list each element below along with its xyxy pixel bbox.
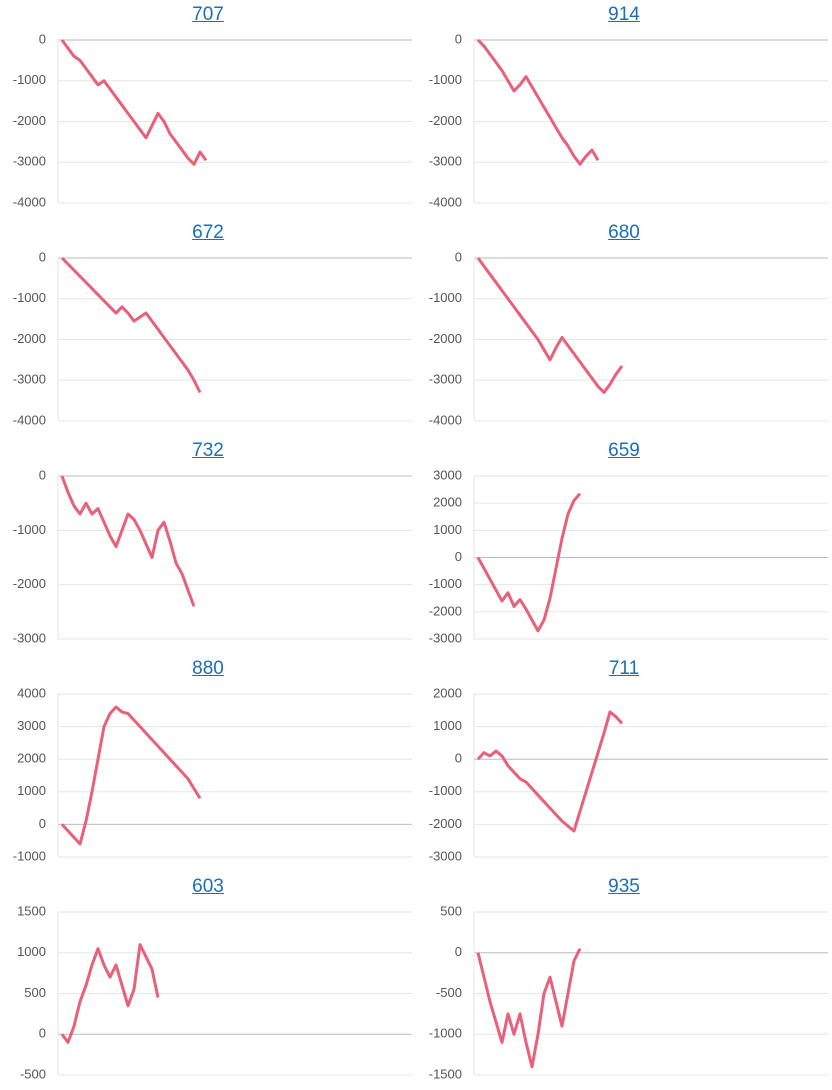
- y-tick-label: 0: [455, 751, 462, 766]
- y-tick-label: -2000: [429, 603, 462, 618]
- y-tick-label: -1500: [429, 1066, 462, 1081]
- y-tick-label: 0: [455, 249, 462, 264]
- y-tick-label: 2000: [17, 751, 46, 766]
- y-tick-label: 3000: [433, 467, 462, 482]
- y-tick-label: 0: [39, 467, 46, 482]
- y-tick-label: 1000: [433, 522, 462, 537]
- y-tick-label: 500: [440, 903, 462, 918]
- data-line: [60, 475, 196, 607]
- y-tick-label: -2000: [13, 576, 46, 591]
- y-tick-label: -1000: [429, 576, 462, 591]
- y-tick-label: -2000: [13, 113, 46, 128]
- y-tick-label: -2000: [429, 331, 462, 346]
- data-line: [476, 38, 600, 166]
- y-tick-label: 0: [39, 249, 46, 264]
- y-tick-label: -1000: [13, 290, 46, 305]
- chart: -4000 -3000 -2000 -1000 0: [429, 31, 828, 209]
- y-tick-label: 3000: [17, 718, 46, 733]
- y-tick-label: -3000: [429, 372, 462, 387]
- chart-cell: -4000 -3000 -2000 -1000 0 672: [0, 218, 416, 436]
- chart-cell: -4000 -3000 -2000 -1000 0 680: [416, 218, 832, 436]
- chart-cell: -3000 -2000 -1000 0 1000 2000 711: [416, 654, 832, 872]
- y-tick-label: -1000: [13, 848, 46, 863]
- chart-title-link[interactable]: 672: [192, 222, 224, 243]
- chart-title-link[interactable]: 914: [608, 4, 640, 25]
- y-tick-label: -3000: [13, 372, 46, 387]
- y-tick-label: -3000: [13, 154, 46, 169]
- y-tick-label: 2000: [433, 685, 462, 700]
- y-tick-label: -3000: [429, 848, 462, 863]
- y-tick-label: -3000: [429, 630, 462, 645]
- chart-title-link[interactable]: 680: [608, 222, 640, 243]
- y-tick-label: -1000: [13, 522, 46, 537]
- y-tick-label: -1000: [429, 783, 462, 798]
- y-tick-label: 0: [39, 1026, 46, 1041]
- y-tick-label: -3000: [429, 154, 462, 169]
- y-tick-label: -4000: [13, 194, 46, 209]
- chart-title-link[interactable]: 935: [608, 876, 640, 897]
- y-tick-label: -500: [436, 985, 462, 1000]
- y-tick-label: -1000: [429, 290, 462, 305]
- y-tick-label: -2000: [429, 113, 462, 128]
- data-line: [60, 943, 160, 1044]
- y-tick-label: -4000: [429, 412, 462, 427]
- chart: -1000 0 1000 2000 3000 4000: [13, 685, 412, 863]
- chart: -1500 -1000 -500 0 500: [429, 903, 828, 1081]
- y-tick-label: -2000: [13, 331, 46, 346]
- y-tick-label: 0: [455, 549, 462, 564]
- y-tick-label: -3000: [13, 630, 46, 645]
- y-tick-label: 0: [455, 31, 462, 46]
- chart: -500 0 500 1000 1500: [17, 903, 412, 1081]
- y-tick-label: -1000: [429, 72, 462, 87]
- chart-cell: -3000 -2000 -1000 0 732: [0, 436, 416, 654]
- chart-cell: -3000 -2000 -1000 0 1000 2000 3000 659: [416, 436, 832, 654]
- chart-title-link[interactable]: 880: [192, 658, 224, 679]
- chart-title-link[interactable]: 707: [192, 4, 224, 25]
- chart-cell: -500 0 500 1000 1500 603: [0, 872, 416, 1090]
- y-tick-label: 2000: [433, 495, 462, 510]
- y-tick-label: -1000: [13, 72, 46, 87]
- chart: -4000 -3000 -2000 -1000 0: [429, 249, 828, 427]
- chart-title-link[interactable]: 603: [192, 876, 224, 897]
- chart: -4000 -3000 -2000 -1000 0: [13, 31, 412, 209]
- data-line: [60, 256, 202, 394]
- y-tick-label: -4000: [13, 412, 46, 427]
- y-tick-label: 1500: [17, 903, 46, 918]
- chart-cell: -1500 -1000 -500 0 500 935: [416, 872, 832, 1090]
- data-line: [60, 39, 208, 166]
- y-tick-label: -1000: [429, 1026, 462, 1041]
- data-line: [476, 492, 582, 633]
- y-tick-label: 1000: [17, 783, 46, 798]
- y-tick-label: 0: [39, 31, 46, 46]
- chart: -3000 -2000 -1000 0 1000 2000: [429, 685, 828, 863]
- chart-cell: -1000 0 1000 2000 3000 4000 880: [0, 654, 416, 872]
- y-tick-label: 1000: [433, 718, 462, 733]
- y-tick-label: 0: [39, 816, 46, 831]
- y-tick-label: -500: [20, 1066, 46, 1081]
- y-tick-label: 4000: [17, 685, 46, 700]
- y-tick-label: -2000: [429, 816, 462, 831]
- y-tick-label: 0: [455, 944, 462, 959]
- chart-cell: -4000 -3000 -2000 -1000 0 914: [416, 0, 832, 218]
- chart: -4000 -3000 -2000 -1000 0: [13, 249, 412, 427]
- chart: -3000 -2000 -1000 0 1000 2000 3000: [429, 467, 828, 645]
- data-line: [476, 948, 582, 1069]
- y-tick-label: 1000: [17, 944, 46, 959]
- y-tick-label: 500: [24, 985, 46, 1000]
- data-line: [476, 257, 624, 394]
- chart-cell: -4000 -3000 -2000 -1000 0 707: [0, 0, 416, 218]
- y-tick-label: -4000: [429, 194, 462, 209]
- chart-title-link[interactable]: 732: [192, 440, 224, 461]
- chart-title-link[interactable]: 659: [608, 440, 640, 461]
- chart-title-link[interactable]: 711: [608, 658, 640, 679]
- chart: -3000 -2000 -1000 0: [13, 467, 412, 645]
- data-line: [60, 705, 202, 846]
- data-line: [476, 710, 624, 833]
